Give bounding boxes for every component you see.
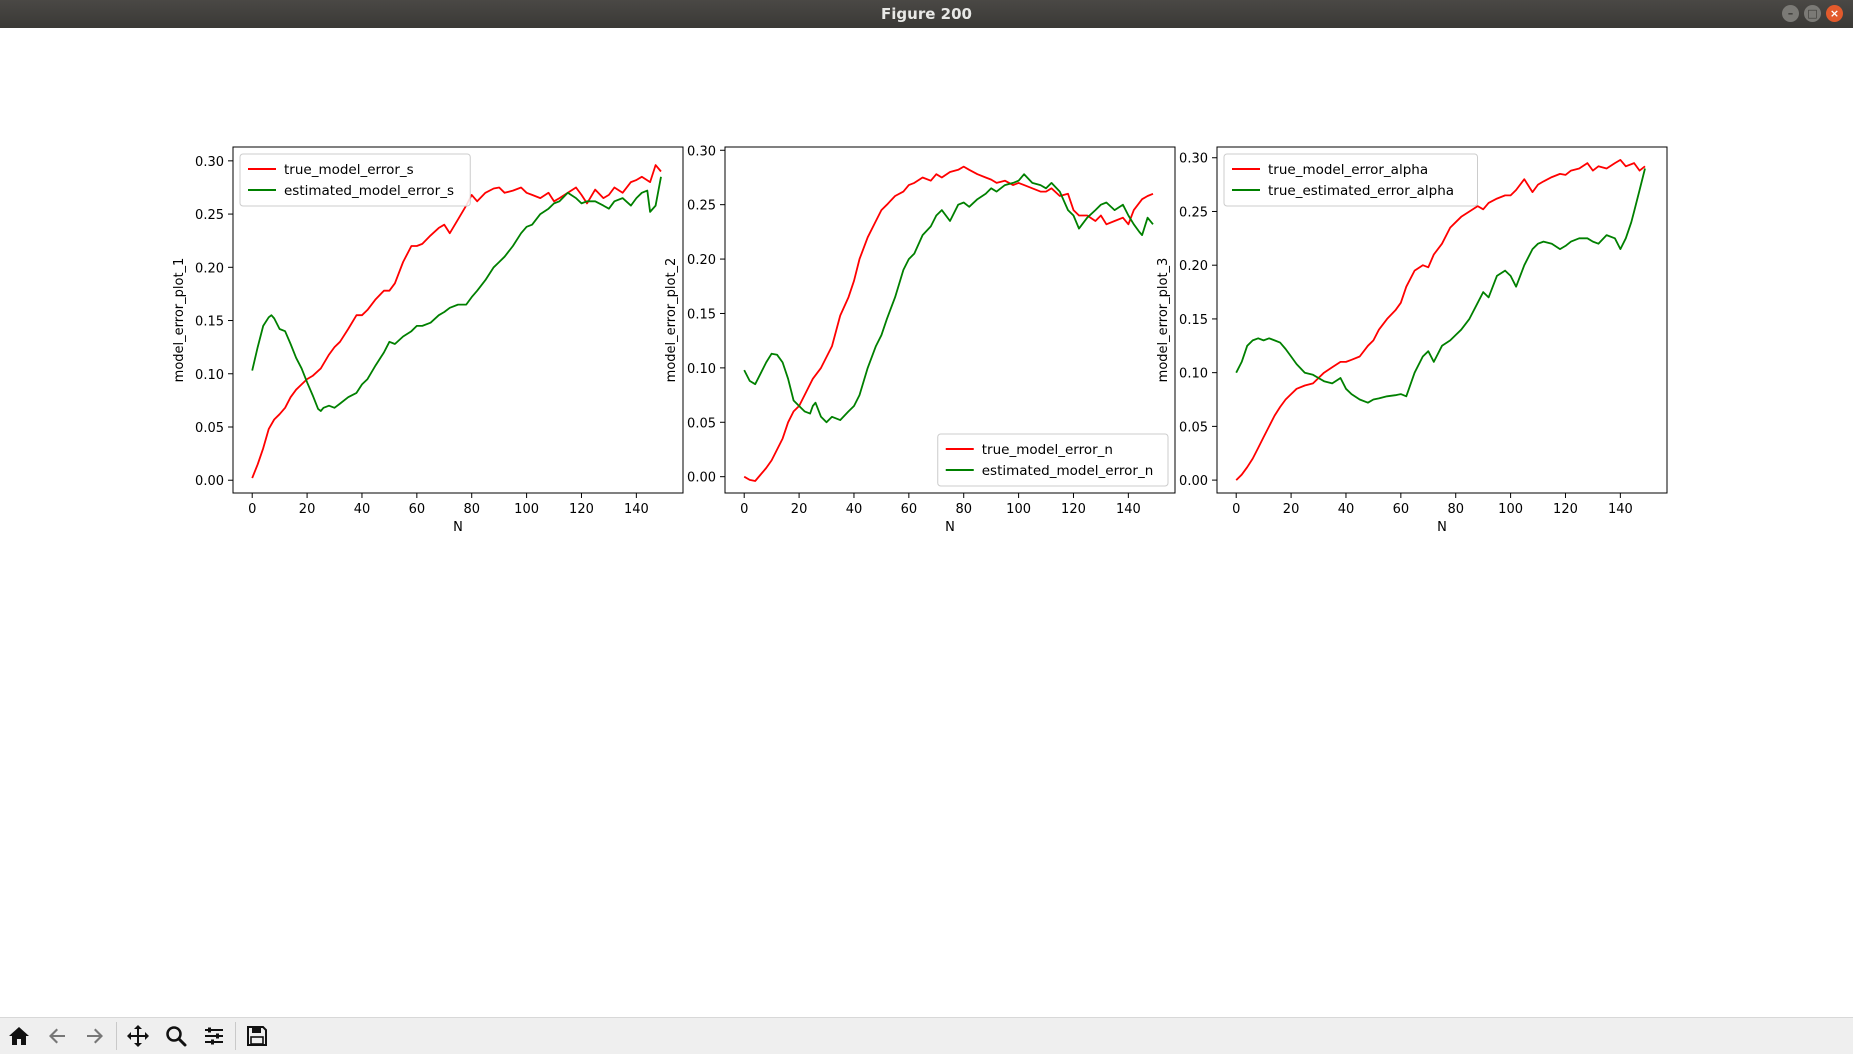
- x-tick-label: 40: [1338, 502, 1355, 517]
- axes-frame: [232, 146, 684, 494]
- y-tick-label: 0.30: [1179, 152, 1208, 167]
- legend-label: true_model_error_s: [284, 162, 414, 178]
- y-tick-label: 0.30: [687, 144, 716, 159]
- x-tick-label: 60: [409, 502, 426, 517]
- y-tick-label: 0.00: [195, 474, 224, 489]
- x-axis-label: N: [1437, 520, 1447, 535]
- x-tick-label: 100: [1498, 502, 1523, 517]
- x-tick-label: 140: [624, 502, 649, 517]
- y-tick-label: 0.10: [195, 368, 224, 383]
- zoom-icon[interactable]: [157, 1019, 195, 1053]
- legend-label: estimated_model_error_s: [284, 183, 454, 199]
- series-line-2: [1235, 168, 1646, 404]
- toolbar-separator: [235, 1022, 236, 1050]
- series-line-1: [251, 164, 662, 479]
- legend: true_model_error_n estimated_model_error_…: [937, 433, 1169, 487]
- minimize-icon[interactable]: –: [1782, 5, 1799, 22]
- y-tick-label: 0.25: [195, 208, 224, 223]
- subplot-1: 0 20 40 60 80 100 120 140 0.00 0.05 0.10 0.15 0.20 0.…: [172, 146, 684, 535]
- maximize-icon[interactable]: □: [1804, 5, 1821, 22]
- y-axis-label: model_error_plot_3: [1156, 258, 1171, 383]
- y-tick-label: 0.05: [1179, 420, 1208, 435]
- x-tick-label: 40: [354, 502, 371, 517]
- subplot-2: 0 20 40 60 80 100 120 140 0.00 0.05 0.10 0.15 0.20 0.…: [664, 144, 1176, 535]
- x-axis-label: N: [945, 520, 955, 535]
- legend-label: true_model_error_alpha: [1268, 162, 1428, 178]
- window-title-bar: Figure 200 – □ ×: [0, 0, 1853, 28]
- configure-subplots-icon[interactable]: [195, 1019, 233, 1053]
- x-tick-label: 80: [955, 502, 972, 517]
- figure-canvas: 0 20 40 60 80 100 120 140 0.00 0.05 0.10 0.15 0.20 0.…: [172, 144, 1668, 535]
- save-icon[interactable]: [238, 1019, 276, 1053]
- x-tick-label: 40: [846, 502, 863, 517]
- x-tick-label: 60: [901, 502, 918, 517]
- pan-icon[interactable]: [119, 1019, 157, 1053]
- x-tick-label: 100: [1006, 502, 1031, 517]
- legend-box: [1223, 153, 1478, 207]
- subplot-3: 0 20 40 60 80 100 120 140 0.00 0.05 0.10 0.15 0.20 0.…: [1156, 146, 1668, 535]
- x-tick-label: 80: [1447, 502, 1464, 517]
- x-tick-label: 20: [299, 502, 316, 517]
- x-tick-label: 120: [1061, 502, 1086, 517]
- axes-frame: [724, 146, 1176, 494]
- legend: true_model_error_s estimated_model_error_…: [239, 153, 471, 207]
- y-tick-label: 0.15: [195, 315, 224, 330]
- y-tick-label: 0.20: [687, 253, 716, 268]
- y-tick-label: 0.15: [687, 307, 716, 322]
- y-tick-label: 0.05: [687, 416, 716, 431]
- x-tick-label: 60: [1393, 502, 1410, 517]
- close-icon[interactable]: ×: [1826, 5, 1843, 22]
- x-tick-label: 20: [791, 502, 808, 517]
- x-axis-label: N: [453, 520, 463, 535]
- x-tick-label: 120: [569, 502, 594, 517]
- y-tick-label: 0.15: [1179, 313, 1208, 328]
- y-tick-label: 0.20: [195, 261, 224, 276]
- x-tick-label: 0: [1232, 502, 1240, 517]
- series-line-2: [743, 173, 1154, 424]
- x-tick-label: 80: [463, 502, 480, 517]
- series-line-1: [1235, 158, 1646, 481]
- legend-box: [937, 433, 1169, 487]
- x-tick-label: 140: [1116, 502, 1141, 517]
- y-tick-label: 0.00: [1179, 474, 1208, 489]
- y-axis-label: model_error_plot_2: [664, 258, 679, 383]
- axes-frame: [1216, 146, 1668, 494]
- x-tick-label: 0: [740, 502, 748, 517]
- window-title: Figure 200: [881, 5, 972, 23]
- y-tick-label: 0.25: [1179, 205, 1208, 220]
- forward-icon[interactable]: [76, 1019, 114, 1053]
- legend-label: true_estimated_error_alpha: [1268, 183, 1454, 199]
- legend: true_model_error_alpha true_estimated_err…: [1223, 153, 1478, 207]
- series-line-2: [251, 176, 662, 412]
- navigation-toolbar: [0, 1017, 1853, 1054]
- back-icon[interactable]: [38, 1019, 76, 1053]
- y-axis-label: model_error_plot_1: [172, 258, 187, 383]
- y-tick-label: 0.00: [687, 471, 716, 486]
- x-tick-label: 120: [1553, 502, 1578, 517]
- y-tick-label: 0.30: [195, 155, 224, 170]
- y-tick-label: 0.05: [195, 421, 224, 436]
- legend-label: true_model_error_n: [982, 442, 1113, 458]
- home-icon[interactable]: [0, 1019, 38, 1053]
- window-controls: – □ ×: [1782, 5, 1843, 22]
- toolbar-separator: [116, 1022, 117, 1050]
- y-tick-label: 0.10: [1179, 367, 1208, 382]
- x-tick-label: 0: [248, 502, 256, 517]
- y-tick-label: 0.25: [687, 199, 716, 214]
- x-tick-label: 20: [1283, 502, 1300, 517]
- y-tick-label: 0.10: [687, 362, 716, 377]
- y-tick-label: 0.20: [1179, 259, 1208, 274]
- x-tick-label: 140: [1608, 502, 1633, 517]
- legend-box: [239, 153, 471, 207]
- x-tick-label: 100: [514, 502, 539, 517]
- series-line-1: [743, 165, 1154, 482]
- legend-label: estimated_model_error_n: [982, 463, 1154, 479]
